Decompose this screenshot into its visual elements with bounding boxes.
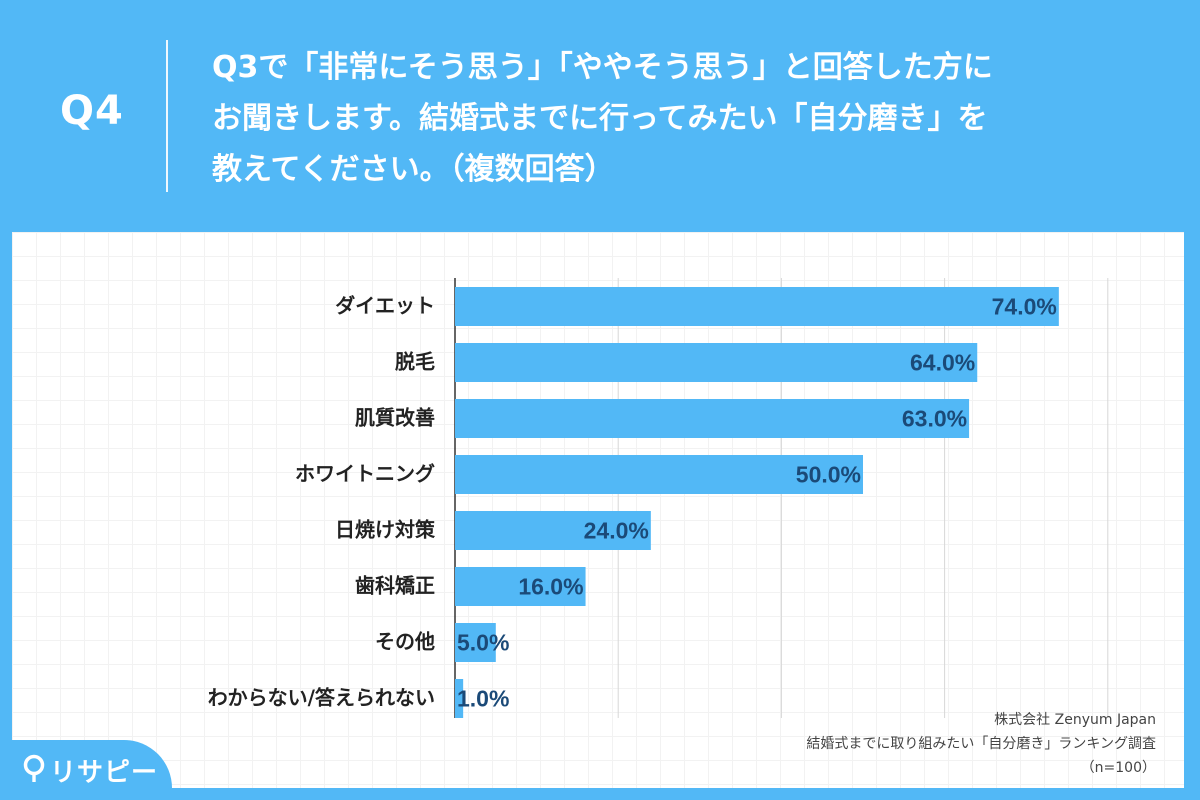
value-label: 16.0% — [518, 574, 583, 600]
value-label: 50.0% — [796, 462, 861, 488]
source-note: 株式会社 Zenyum Japan 結婚式までに取り組みたい「自分磨き」ランキン… — [806, 708, 1156, 780]
value-label: 24.0% — [584, 518, 649, 544]
logo: リサピー — [0, 740, 172, 800]
question-line: Q3で「非常にそう思う」「ややそう思う」と回答した方に — [212, 50, 993, 85]
question-line: 教えてください。（複数回答） — [212, 152, 615, 187]
category-label: 歯科矯正 — [355, 574, 435, 598]
category-label: ダイエット — [335, 294, 435, 318]
bar — [455, 399, 970, 438]
bar — [455, 343, 978, 382]
bar — [455, 511, 651, 550]
value-label: 64.0% — [910, 350, 975, 376]
header-divider — [166, 40, 168, 192]
pin-icon — [23, 754, 45, 782]
category-label: その他 — [375, 630, 435, 654]
bar — [455, 679, 464, 718]
category-label: わからない/答えられない — [208, 686, 435, 710]
value-label: 63.0% — [902, 406, 967, 432]
question-text: Q3で「非常にそう思う」「ややそう思う」と回答した方に お聞きします。結婚式まで… — [212, 42, 1162, 195]
bar-chart: ダイエット 74.0% 脱毛 64.0% 肌質改善 63.0% ホワイトニング 50.0% 日焼… — [208, 278, 1109, 718]
category-label: 日焼け対策 — [335, 518, 436, 542]
bar — [455, 567, 586, 606]
source-company: 株式会社 Zenyum Japan — [994, 712, 1156, 728]
value-label: 5.0% — [457, 630, 509, 656]
source-sample: （n=100） — [1080, 760, 1156, 776]
value-label: 74.0% — [992, 294, 1057, 320]
bar — [455, 455, 863, 494]
category-label: 肌質改善 — [355, 406, 435, 430]
category-label: ホワイトニング — [295, 462, 435, 486]
value-label: 1.0% — [457, 686, 509, 712]
question-number: Q4 — [60, 88, 124, 134]
question-line: お聞きします。結婚式までに行ってみたい「自分磨き」を — [212, 101, 988, 136]
bar — [455, 623, 496, 662]
chart-panel: ダイエット 74.0% 脱毛 64.0% 肌質改善 63.0% ホワイトニング 50.0% 日焼… — [12, 232, 1184, 788]
header: Q4 Q3で「非常にそう思う」「ややそう思う」と回答した方に お聞きします。結婚… — [0, 0, 1200, 232]
source-survey: 結婚式までに取り組みたい「自分磨き」ランキング調査 — [806, 736, 1156, 752]
category-label: 脱毛 — [395, 350, 435, 374]
bar — [455, 287, 1059, 326]
logo-text: リサピー — [50, 758, 159, 788]
